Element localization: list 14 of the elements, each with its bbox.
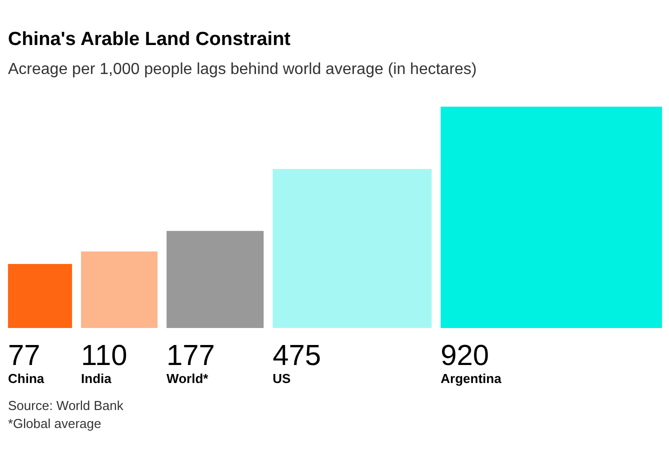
text: China's Arable Land Constraint: [8, 29, 292, 50]
category-label: China: [8, 371, 45, 386]
data-label: 177: [166, 340, 215, 372]
category-label: Argentina: [440, 371, 502, 386]
data-label: 77: [8, 340, 40, 372]
data-label: 475: [272, 340, 322, 372]
category-label: US: [272, 371, 292, 386]
data-label: 920: [440, 340, 490, 372]
source-note: Source: World Bank: [8, 398, 124, 413]
data-label: 110: [81, 340, 128, 372]
category-label: World*: [166, 371, 210, 386]
category-label: India: [81, 371, 112, 386]
text: Acreage per 1,000 people lags behind world average (in hectares): [8, 61, 477, 78]
text: *Global average: [8, 416, 102, 431]
